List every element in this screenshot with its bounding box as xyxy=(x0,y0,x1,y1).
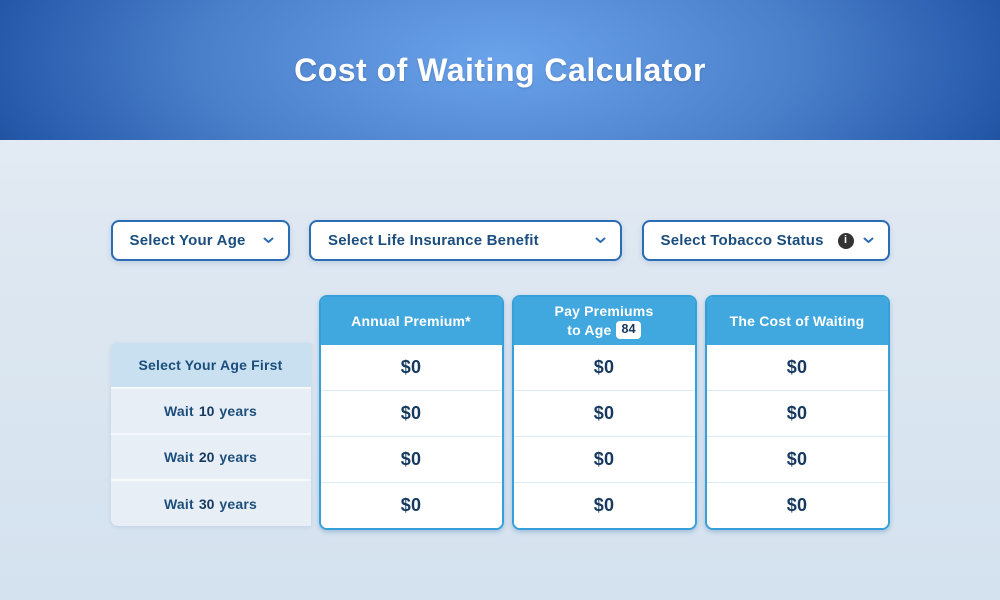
chevron-down-icon xyxy=(595,237,606,244)
column-title-line1: Pay Premiums xyxy=(554,303,654,320)
column-title-line2: to Age xyxy=(567,322,612,338)
row-label-suffix: years xyxy=(219,403,257,419)
row-label-number: 30 xyxy=(198,495,215,512)
label-column-spacer xyxy=(111,295,311,343)
chevron-down-icon xyxy=(863,237,874,244)
row-label-text: Wait xyxy=(163,403,194,419)
cost-table: Select Your Age First Wait 10 years Wait… xyxy=(110,295,890,530)
row-label-list: Select Your Age First Wait 10 years Wait… xyxy=(110,343,311,526)
cost-of-waiting-row-3: $0 xyxy=(706,437,888,483)
annual-premium-row-3: $0 xyxy=(320,437,502,483)
filter-row: Select Your Age Select Life Insurance Be… xyxy=(110,220,890,261)
row-label-number: 10 xyxy=(198,403,215,419)
column-title: Annual Premium* xyxy=(351,312,471,329)
page-title: Cost of Waiting Calculator xyxy=(294,51,706,88)
age-value-badge: 84 xyxy=(616,321,641,340)
age-dropdown[interactable]: Select Your Age xyxy=(110,220,290,261)
pay-premiums-header: Pay Premiums to Age 84 xyxy=(513,297,695,345)
header-banner: Cost of Waiting Calculator xyxy=(0,0,1000,140)
info-icon[interactable]: i xyxy=(837,232,854,249)
cost-of-waiting-header: The Cost of Waiting xyxy=(706,297,888,345)
row-label-text: Wait xyxy=(163,495,194,512)
cost-of-waiting-column: The Cost of Waiting $0 $0 $0 $0 xyxy=(704,295,890,530)
annual-premium-row-4: $0 xyxy=(320,483,502,528)
benefit-dropdown-label: Select Life Insurance Benefit xyxy=(328,232,539,249)
column-title: The Cost of Waiting xyxy=(729,312,865,329)
annual-premium-header: Annual Premium* xyxy=(320,297,502,345)
annual-premium-row-1: $0 xyxy=(320,345,502,391)
age-dropdown-label: Select Your Age xyxy=(129,232,246,249)
row-label-suffix: years xyxy=(219,449,257,465)
row-label-wait-10: Wait 10 years xyxy=(110,389,311,435)
row-label-column: Select Your Age First Wait 10 years Wait… xyxy=(110,295,311,530)
annual-premium-column: Annual Premium* $0 $0 $0 $0 xyxy=(318,295,504,530)
pay-premiums-column: Pay Premiums to Age 84 $0 $0 $0 $0 xyxy=(511,295,697,530)
cost-of-waiting-row-4: $0 xyxy=(706,483,888,528)
row-label-wait-30: Wait 30 years xyxy=(110,481,311,526)
main-content: Select Your Age Select Life Insurance Be… xyxy=(110,220,890,530)
row-label-wait-20: Wait 20 years xyxy=(110,435,311,481)
row-label-number: 20 xyxy=(198,449,215,465)
column-title-line2-wrap: to Age 84 xyxy=(567,321,641,340)
pay-premiums-row-3: $0 xyxy=(513,437,695,483)
pay-premiums-row-2: $0 xyxy=(513,391,695,437)
tobacco-dropdown-label: Select Tobacco Status xyxy=(660,232,824,249)
cost-of-waiting-row-2: $0 xyxy=(706,391,888,437)
pay-premiums-row-4: $0 xyxy=(513,483,695,528)
row-label-select-age: Select Your Age First xyxy=(110,343,311,389)
tobacco-dropdown[interactable]: Select Tobacco Status i xyxy=(641,220,890,261)
benefit-dropdown[interactable]: Select Life Insurance Benefit xyxy=(309,220,622,261)
row-label-text: Wait xyxy=(163,449,194,465)
cost-of-waiting-row-1: $0 xyxy=(706,345,888,391)
pay-premiums-row-1: $0 xyxy=(513,345,695,391)
row-label-text: Select Your Age First xyxy=(138,357,283,373)
annual-premium-row-2: $0 xyxy=(320,391,502,437)
row-label-suffix: years xyxy=(219,495,257,512)
tobacco-dropdown-icons: i xyxy=(837,232,874,249)
chevron-down-icon xyxy=(263,237,274,244)
